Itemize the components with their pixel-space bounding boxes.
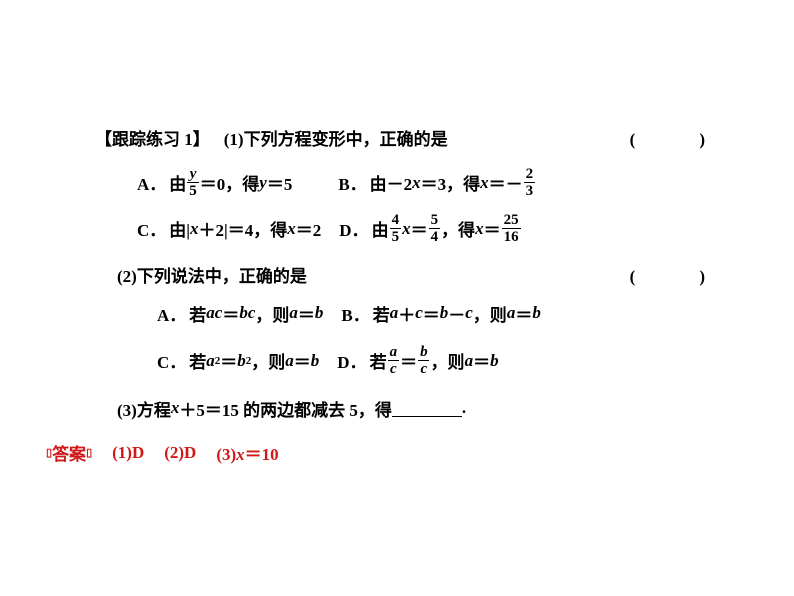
- q1-optB: B． 由－2 x ＝3，得 x ＝－ 2 3: [338, 166, 536, 200]
- q1-optD: D． 由 4 5 x ＝ 5 4 ，得 x ＝ 25 16: [339, 212, 521, 246]
- fill-blank: [392, 400, 462, 417]
- q1-prefix: 【跟踪练习 1】: [95, 128, 210, 152]
- q2-row-ab: A． 若 ac ＝ bc ，则 a ＝ b B． 若 a ＋ c ＝ b － c…: [95, 301, 715, 326]
- q3-line: (3)方程 x ＋5＝15 的两边都减去 5，得 .: [95, 396, 715, 421]
- answer-2: (2)D: [164, 443, 196, 463]
- answer-3: (3)x＝10: [216, 440, 278, 465]
- q1-row-cd: C． 由| x ＋2|＝4，得 x ＝2 D． 由 4 5 x ＝ 5 4 ，得…: [95, 212, 715, 246]
- q1-row-ab: A． 由 y 5 ＝0，得 y ＝5 B． 由－2 x ＝3，得 x ＝－ 2 …: [95, 166, 715, 200]
- fraction: 25 16: [502, 212, 521, 246]
- marker-icon: ▯: [86, 446, 92, 459]
- fraction: 2 3: [524, 166, 536, 200]
- document-content: 【跟踪练习 1】 (1)下列方程变形中，正确的是 ( ) A． 由 y 5 ＝0…: [95, 128, 715, 421]
- q1-optC: C． 由| x ＋2|＝4，得 x ＝2: [137, 216, 321, 241]
- q1-title-line: 【跟踪练习 1】 (1)下列方程变形中，正确的是 ( ): [95, 128, 715, 152]
- fraction: 4 5: [390, 212, 402, 246]
- q2-paren: ( ): [630, 262, 715, 287]
- q2-optB: B． 若 a ＋ c ＝ b － c ，则 a ＝ b: [341, 301, 540, 326]
- fraction: y 5: [187, 166, 199, 200]
- q1-optA: A． 由 y 5 ＝0，得 y ＝5: [137, 166, 292, 200]
- q1-paren: ( ): [630, 128, 715, 152]
- fraction: 5 4: [429, 212, 441, 246]
- answer-line: ▯ 答案 ▯ (1)D (2)D (3)x＝10: [46, 440, 279, 465]
- q2-optD: D． 若 a c ＝ b c ，则 a ＝ b: [337, 344, 498, 378]
- q2-title-line: (2)下列说法中，正确的是 ( ): [95, 262, 715, 287]
- answer-label: 答案: [52, 440, 86, 465]
- fraction: a c: [388, 344, 400, 378]
- fraction: b c: [418, 344, 430, 378]
- answer-1: (1)D: [112, 443, 144, 463]
- q2-optA: A． 若 ac ＝ bc ，则 a ＝ b: [157, 301, 323, 326]
- q2-row-cd: C． 若 a2 ＝ b2 ，则 a ＝ b D． 若 a c ＝ b c ，则 …: [95, 344, 715, 378]
- q1-body: (1)下列方程变形中，正确的是: [224, 128, 448, 152]
- q2-optC: C． 若 a2 ＝ b2 ，则 a ＝ b: [157, 348, 319, 373]
